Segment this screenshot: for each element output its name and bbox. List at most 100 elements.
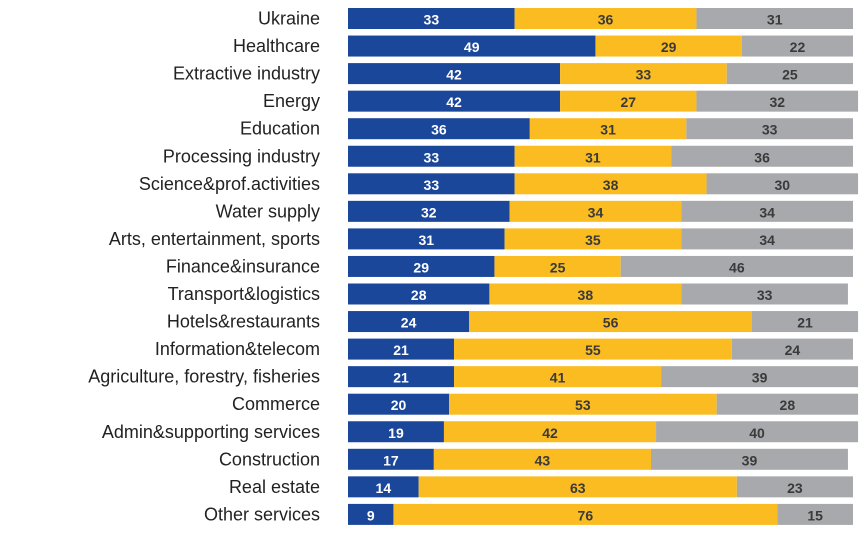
value-label: 30 (775, 177, 791, 193)
bar-segment (696, 8, 853, 29)
bar-segment (752, 311, 859, 333)
bar-segment (348, 255, 495, 277)
bar-segment (348, 35, 596, 57)
value-label: 33 (424, 177, 440, 193)
value-label: 31 (767, 12, 783, 28)
category-label: Education (240, 119, 320, 139)
bar-segment (454, 338, 732, 360)
value-label: 33 (762, 122, 778, 138)
bar-segment (393, 503, 778, 525)
bar-segment (651, 448, 848, 470)
category-label: Real estate (229, 477, 320, 497)
value-label: 14 (376, 480, 392, 496)
bar-segment (514, 173, 707, 195)
value-label: 34 (759, 232, 775, 248)
value-label: 32 (769, 94, 785, 110)
bar-segment (696, 90, 859, 112)
bar-segment (348, 200, 510, 222)
category-label: Information&telecom (155, 339, 320, 359)
category-label: Water supply (216, 201, 320, 221)
bar-segment (656, 421, 859, 443)
bar-segment (504, 228, 682, 250)
value-label: 24 (785, 342, 801, 358)
value-label: 63 (570, 480, 586, 496)
value-label: 25 (782, 67, 798, 83)
category-label: Transport&logistics (168, 284, 320, 304)
bar-segment (348, 228, 505, 250)
bar-segment (671, 145, 853, 167)
value-label: 39 (752, 370, 768, 386)
bar-segment (348, 145, 515, 167)
value-label: 49 (464, 39, 480, 55)
category-label: Healthcare (233, 36, 320, 56)
category-label: Other services (204, 504, 320, 524)
category-label: Ukraine (258, 9, 320, 29)
bar-segment (348, 118, 530, 140)
value-label: 33 (757, 287, 773, 303)
bar-segment (433, 448, 651, 470)
value-label: 36 (598, 12, 614, 28)
bar-segment (348, 283, 490, 305)
bar-segment (494, 255, 621, 277)
bar-segment (726, 63, 853, 85)
value-label: 20 (391, 397, 407, 413)
bar-segment (418, 476, 737, 498)
value-label: 9 (367, 507, 375, 523)
value-label: 55 (585, 342, 601, 358)
bar-segment (509, 200, 682, 222)
value-label: 33 (424, 12, 440, 28)
value-label: 76 (578, 507, 594, 523)
value-label: 34 (588, 204, 604, 220)
value-label: 24 (401, 315, 417, 331)
value-label: 32 (421, 204, 437, 220)
value-label: 42 (542, 425, 558, 441)
value-label: 33 (424, 149, 440, 165)
category-label: Commerce (232, 394, 320, 414)
value-label: 34 (759, 204, 775, 220)
category-label: Agriculture, forestry, fisheries (88, 367, 320, 387)
bar-segment (514, 8, 697, 29)
bar-segment (348, 476, 419, 498)
category-label: Arts, entertainment, sports (109, 229, 320, 249)
value-label: 42 (446, 94, 462, 110)
category-label: Admin&supporting services (102, 422, 320, 442)
bar-segment (348, 393, 449, 415)
bar-segment (443, 421, 657, 443)
bar-segment (348, 503, 394, 525)
category-label: Science&prof.activities (139, 174, 320, 194)
value-label: 31 (585, 149, 601, 165)
value-label: 23 (787, 480, 803, 496)
category-label: Finance&insurance (166, 256, 320, 276)
value-label: 28 (411, 287, 427, 303)
value-label: 21 (393, 370, 409, 386)
bar-segment (741, 35, 853, 57)
value-label: 15 (807, 507, 823, 523)
bar-segment (529, 118, 687, 140)
bar-segment (595, 35, 742, 57)
bar-segment (454, 366, 662, 388)
value-label: 39 (742, 452, 758, 468)
bar-segment (348, 366, 455, 388)
bar-segment (348, 448, 434, 470)
category-label: Construction (219, 449, 320, 469)
bar-segment (348, 311, 470, 333)
bar-segment (469, 311, 752, 333)
bar-segment (348, 63, 561, 85)
value-label: 21 (797, 315, 813, 331)
bar-segment (716, 393, 859, 415)
bar-segment (681, 228, 853, 250)
category-label: Processing industry (163, 146, 320, 166)
value-label: 31 (418, 232, 434, 248)
value-label: 17 (383, 452, 399, 468)
bar-segment (777, 503, 853, 525)
value-label: 56 (603, 315, 619, 331)
value-label: 29 (661, 39, 677, 55)
value-label: 28 (780, 397, 796, 413)
value-label: 38 (603, 177, 619, 193)
bar-segment (348, 338, 455, 360)
bar-segment (348, 173, 515, 195)
bar-segment (681, 283, 848, 305)
bar-segment (731, 338, 853, 360)
bar-segment (706, 173, 859, 195)
